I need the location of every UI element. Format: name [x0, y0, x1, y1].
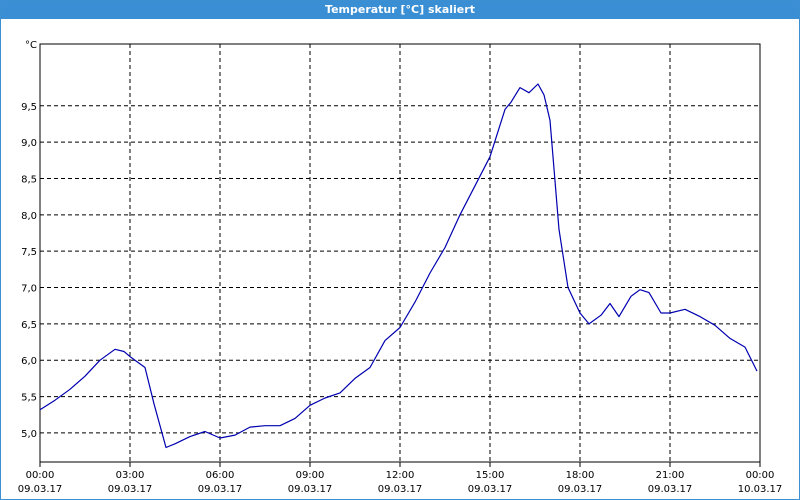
y-tick-label: 9,0	[21, 138, 37, 149]
x-tick-date-label: 09.03.17	[558, 484, 603, 495]
x-tick-date-label: 09.03.17	[108, 484, 153, 495]
chart-title: Temperatur [°C] skaliert	[1, 1, 799, 19]
temperature-series-line	[39, 83, 758, 449]
x-tick-time-label: 15:00	[476, 470, 505, 481]
x-tick-time-label: 18:00	[566, 470, 595, 481]
x-tick-date-label: 10.03.17	[738, 484, 783, 495]
x-tick-time-label: 06:00	[206, 470, 235, 481]
plot-frame	[39, 43, 761, 463]
x-tick-date-label: 09.03.17	[18, 484, 63, 495]
y-tick-label: 5,5	[21, 393, 37, 404]
x-tick-time-label: 21:00	[656, 470, 685, 481]
x-tick-date-label: 09.03.17	[288, 484, 333, 495]
x-tick-time-label: 03:00	[116, 470, 145, 481]
temperature-line-chart: 5,0 5,5 6,0 6,5 7,0 7,5 8,0 8,5 9,0 9,5 °C 00:00 09.…	[18, 40, 783, 495]
y-tick-label: 9,5	[21, 102, 37, 113]
y-tick-label: 8,0	[21, 211, 37, 222]
x-tick-time-label: 00:00	[26, 470, 55, 481]
x-tick-time-label: 00:00	[746, 470, 775, 481]
y-tick-label: 6,5	[21, 320, 37, 331]
x-tick-date-label: 09.03.17	[468, 484, 513, 495]
y-tick-label: 5,0	[21, 429, 37, 440]
y-tick-label: 7,5	[21, 247, 37, 258]
x-tick-date-label: 09.03.17	[648, 484, 693, 495]
y-tick-label: 8,5	[21, 174, 37, 185]
x-tick-date-label: 09.03.17	[378, 484, 423, 495]
x-tick-time-label: 09:00	[296, 470, 325, 481]
x-tick-date-label: 09.03.17	[198, 484, 243, 495]
y-tick-label: 7,0	[21, 284, 37, 295]
y-axis-label: °C	[25, 40, 37, 51]
y-tick-label: 6,0	[21, 356, 37, 367]
x-tick-time-label: 12:00	[386, 470, 415, 481]
